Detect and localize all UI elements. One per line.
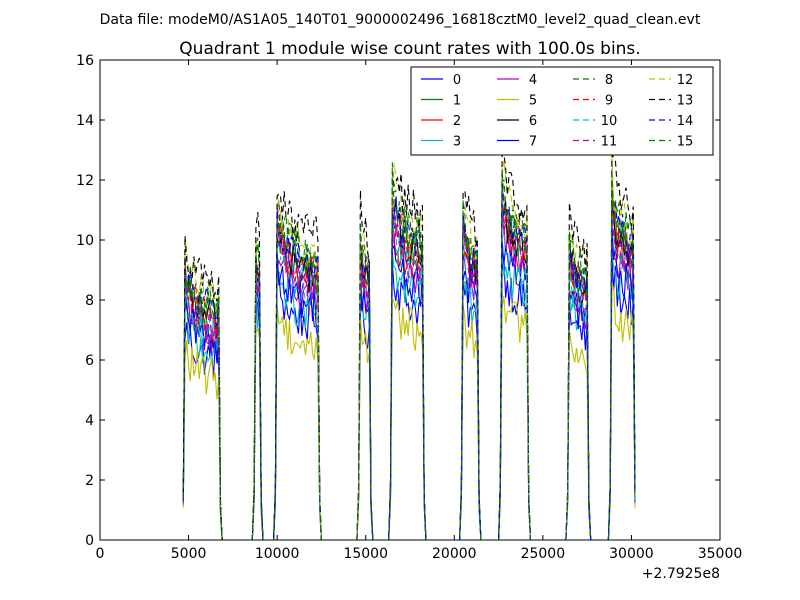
x-offset-label: +2.7925e8 [642, 566, 720, 582]
legend-label-12: 12 [677, 73, 694, 88]
series-line-14 [182, 186, 636, 541]
axis-ticks: 0 5000 10000 15000 20000 25000 30000 35000 0 2 4 6 8… [76, 53, 742, 562]
x-tick-label: 20000 [432, 546, 477, 562]
figure-suptitle: Data file: modeM0/AS1A05_140T01_90000024… [100, 12, 701, 28]
x-tick-label: 35000 [698, 546, 743, 562]
legend-label-13: 13 [677, 94, 694, 109]
series-line-3 [182, 236, 636, 541]
legend-label-14: 14 [677, 114, 694, 129]
legend-label-9: 9 [605, 94, 613, 109]
series-line-11 [182, 185, 636, 541]
series-line-13 [182, 152, 636, 541]
x-tick-label: 30000 [609, 546, 654, 562]
legend-label-3: 3 [453, 135, 461, 150]
legend-label-11: 11 [601, 135, 618, 150]
legend-label-6: 6 [529, 114, 537, 129]
x-tick-label: 15000 [343, 546, 388, 562]
y-tick-label: 4 [85, 413, 94, 429]
series-line-9 [182, 184, 636, 541]
legend-label-2: 2 [453, 114, 461, 129]
legend-label-15: 15 [677, 135, 694, 150]
x-tick-label: 0 [96, 546, 105, 562]
legend-label-4: 4 [529, 73, 537, 88]
legend-label-0: 0 [453, 73, 461, 88]
chart-title: Quadrant 1 module wise count rates with … [179, 39, 640, 59]
legend-label-10: 10 [601, 114, 618, 129]
legend-label-7: 7 [529, 135, 537, 150]
series-line-5 [182, 283, 636, 541]
legend-label-1: 1 [453, 94, 461, 109]
y-tick-label: 10 [76, 233, 94, 249]
x-tick-label: 10000 [255, 546, 300, 562]
plot-lines [182, 152, 636, 541]
y-tick-label: 16 [76, 53, 94, 69]
y-tick-label: 6 [85, 353, 94, 369]
legend-label-5: 5 [529, 94, 537, 109]
x-tick-label: 5000 [171, 546, 207, 562]
legend-label-8: 8 [605, 73, 613, 88]
series-line-15 [182, 162, 636, 541]
y-tick-label: 2 [85, 473, 94, 489]
y-tick-label: 0 [85, 533, 94, 549]
x-tick-label: 25000 [521, 546, 566, 562]
y-tick-label: 12 [76, 173, 94, 189]
y-tick-label: 8 [85, 293, 94, 309]
y-tick-label: 14 [76, 113, 94, 129]
